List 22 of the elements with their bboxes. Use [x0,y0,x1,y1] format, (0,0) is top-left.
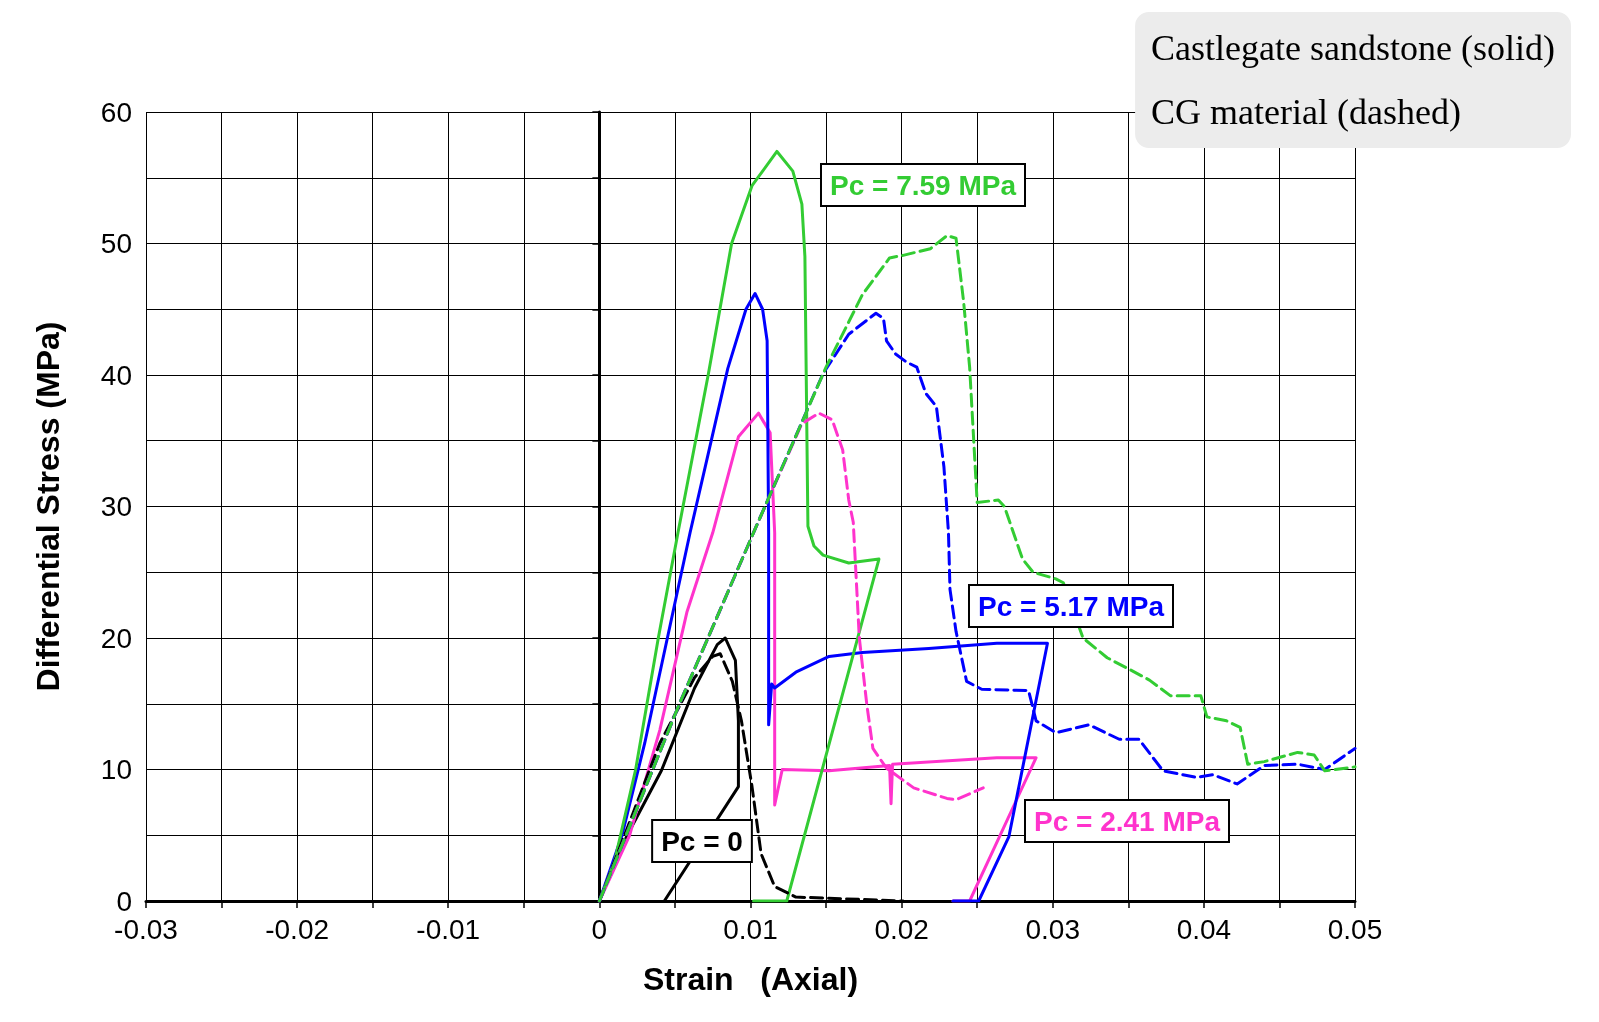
annotation: Pc = 0 [661,825,743,857]
x-tick-label: 0.05 [1327,913,1383,945]
annotation: Pc = 5.17 MPa [977,590,1165,622]
x-tick-label: 0 [591,913,608,945]
x-tick-label: 0.03 [1025,913,1080,945]
x-tick-label: -0.01 [416,913,481,945]
y-tick-label: 50 [100,228,132,259]
annotation: CG material (dashed) [1151,92,1461,132]
annotation: Pc = 7.59 MPa [829,169,1017,201]
y-axis-title: Differential Stress (MPa) [30,321,66,692]
y-tick-label: 10 [100,754,132,785]
x-tick-label: 0.02 [874,913,929,945]
y-tick-label: 20 [100,622,132,654]
y-tick-label: 60 [100,96,132,128]
y-tick-label: 40 [100,359,132,391]
x-tick-label: 0.01 [723,913,778,945]
x-tick-label: 0.04 [1176,913,1232,945]
text: Castlegate sandstone (solid) [1151,28,1556,68]
x-tick-label: -0.02 [265,913,330,945]
x-axis-title: Strain (Axial) [642,961,859,997]
annotation: Pc = 2.41 MPa [1033,805,1221,837]
y-tick-label: 30 [100,491,132,522]
